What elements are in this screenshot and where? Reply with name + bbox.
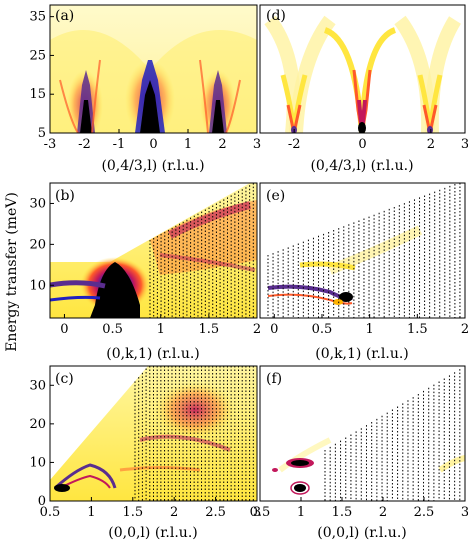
panel-e [260,183,465,318]
x-tick-label: 0 [60,322,68,337]
x-tick-label: 0.5 [40,505,61,520]
panel-f-label: (f) [266,371,282,387]
y-tick-label: 10 [29,455,46,470]
panel-c-xlabel: (0,0,l) (r.l.u.) [108,525,198,541]
panel-f-grid [324,366,466,501]
x-tick-label: 1 [297,505,305,520]
panel-e-ticks: 0 0.5 1 1.5 2 [270,314,468,337]
panel-f [260,366,465,501]
y-tick-label: 35 [29,10,46,25]
x-tick-label: 2 [379,505,387,520]
panel-c-grid [134,366,258,501]
x-tick-label: 2 [461,322,468,337]
y-tick-label: 25 [29,48,46,63]
x-tick-label: 1.5 [407,322,428,337]
x-tick-label: 0 [270,322,278,337]
x-tick-label: 1.5 [122,505,143,520]
panel-a-xlabel: (0,4/3,l) (r.l.u.) [101,158,204,174]
x-tick-label: 2 [253,322,261,337]
panel-b-grid [149,183,258,318]
x-tick-label: 2 [427,137,435,152]
x-tick-label: 1 [87,505,95,520]
x-tick-label: 2.5 [205,505,226,520]
x-tick-label: 3 [253,505,261,520]
panel-f-xlabel: (0,0,l) (r.l.u.) [317,525,407,541]
y-tick-label: 20 [29,417,46,432]
y-tick-label: 5 [38,126,46,141]
y-tick-label: 30 [29,196,46,211]
panel-e-xlabel: (0,k,1) (r.l.u.) [315,346,409,362]
x-tick-label: -1 [113,137,126,152]
y-tick-label: 30 [29,378,46,393]
x-tick-label: 1 [366,322,374,337]
panel-b-xlabel: (0,k,1) (r.l.u.) [106,346,200,362]
x-tick-label: -3 [44,137,57,152]
panel-d-xlabel: (0,4/3,l) (r.l.u.) [310,158,413,174]
y-tick-label: 20 [29,237,46,252]
x-tick-label: 1.5 [332,505,353,520]
x-tick-label: -2 [78,137,91,152]
x-tick-label: 0.5 [312,322,333,337]
x-tick-label: 1.5 [199,322,220,337]
y-tick-label: 15 [29,87,46,102]
y-axis-label: Energy transfer (meV) [4,192,20,352]
x-tick-label: 3 [253,137,261,152]
y-tick-label: 0 [38,494,46,509]
panel-d [260,5,465,133]
x-tick-label: 1 [157,322,165,337]
x-tick-label: 3 [461,505,468,520]
panel-d-label: (d) [266,8,286,24]
x-tick-label: 0 [358,137,366,152]
x-tick-label: 0.5 [102,322,123,337]
panel-a [50,5,257,133]
x-tick-label: 0.5 [250,505,271,520]
panel-e-grid [267,183,466,318]
panel-d-ticks: -2 0 2 3 [288,129,468,152]
x-tick-label: 2 [218,137,226,152]
x-tick-label: -2 [288,137,301,152]
panel-b-ticks: 0 0.5 1 1.5 2 10 20 30 [29,196,261,337]
panel-a-label: (a) [55,8,74,24]
x-tick-label: 3 [461,137,468,152]
panel-b-label: (b) [55,188,75,204]
x-tick-label: 0 [149,137,157,152]
panel-c-label: (c) [55,371,74,387]
x-tick-label: 2.5 [414,505,435,520]
panel-e-label: (e) [266,188,285,204]
x-tick-label: 2 [170,505,178,520]
y-tick-label: 10 [29,278,46,293]
x-tick-label: 1 [184,137,192,152]
panel-f-ticks: 0.5 1 1.5 2 2.5 3 [250,497,468,520]
